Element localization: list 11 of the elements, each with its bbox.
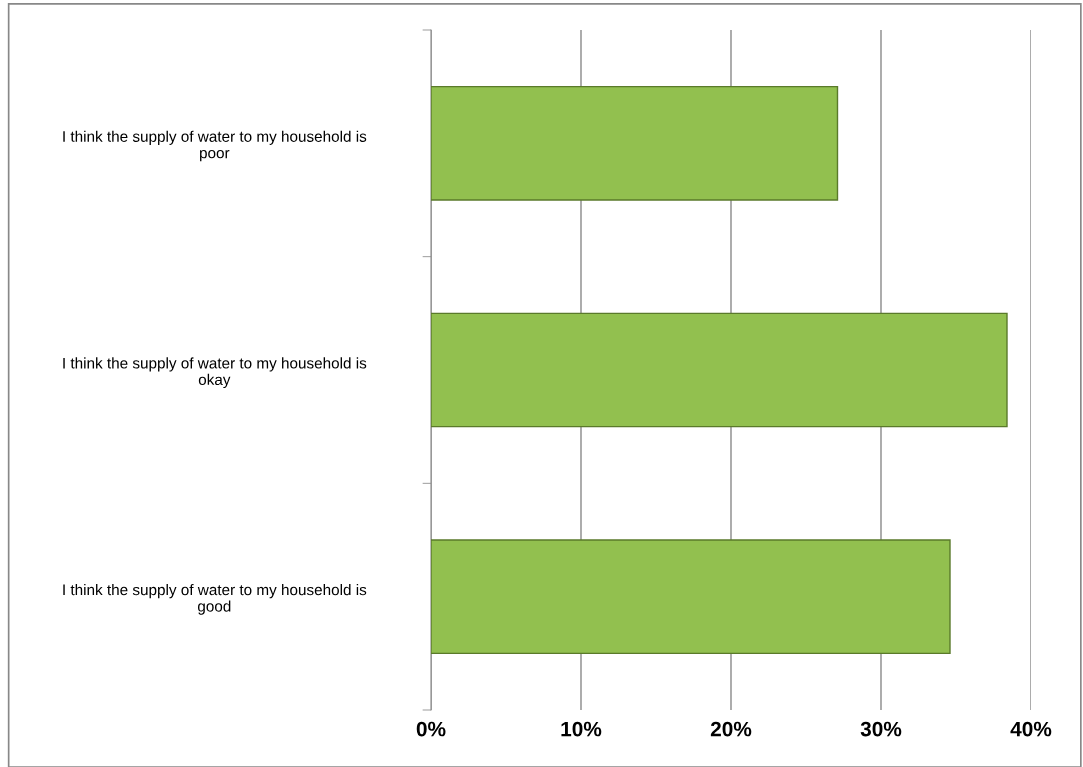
y-tick-label: I think the supply of water to my household is okay [63, 357, 367, 389]
bar [431, 539, 951, 655]
x-tick-label: 0% [416, 721, 446, 737]
x-tick-label: 20% [710, 721, 752, 737]
x-tick-label: 30% [860, 721, 902, 737]
bar [431, 85, 839, 201]
bar [431, 312, 1008, 428]
y-tick-label: I think the supply of water to my household is good [63, 584, 367, 615]
y-tick-label: I think the supply of water to my household is poor [63, 130, 367, 162]
x-tick-label: 10% [561, 721, 602, 737]
x-tick-label: 40% [1010, 721, 1052, 737]
